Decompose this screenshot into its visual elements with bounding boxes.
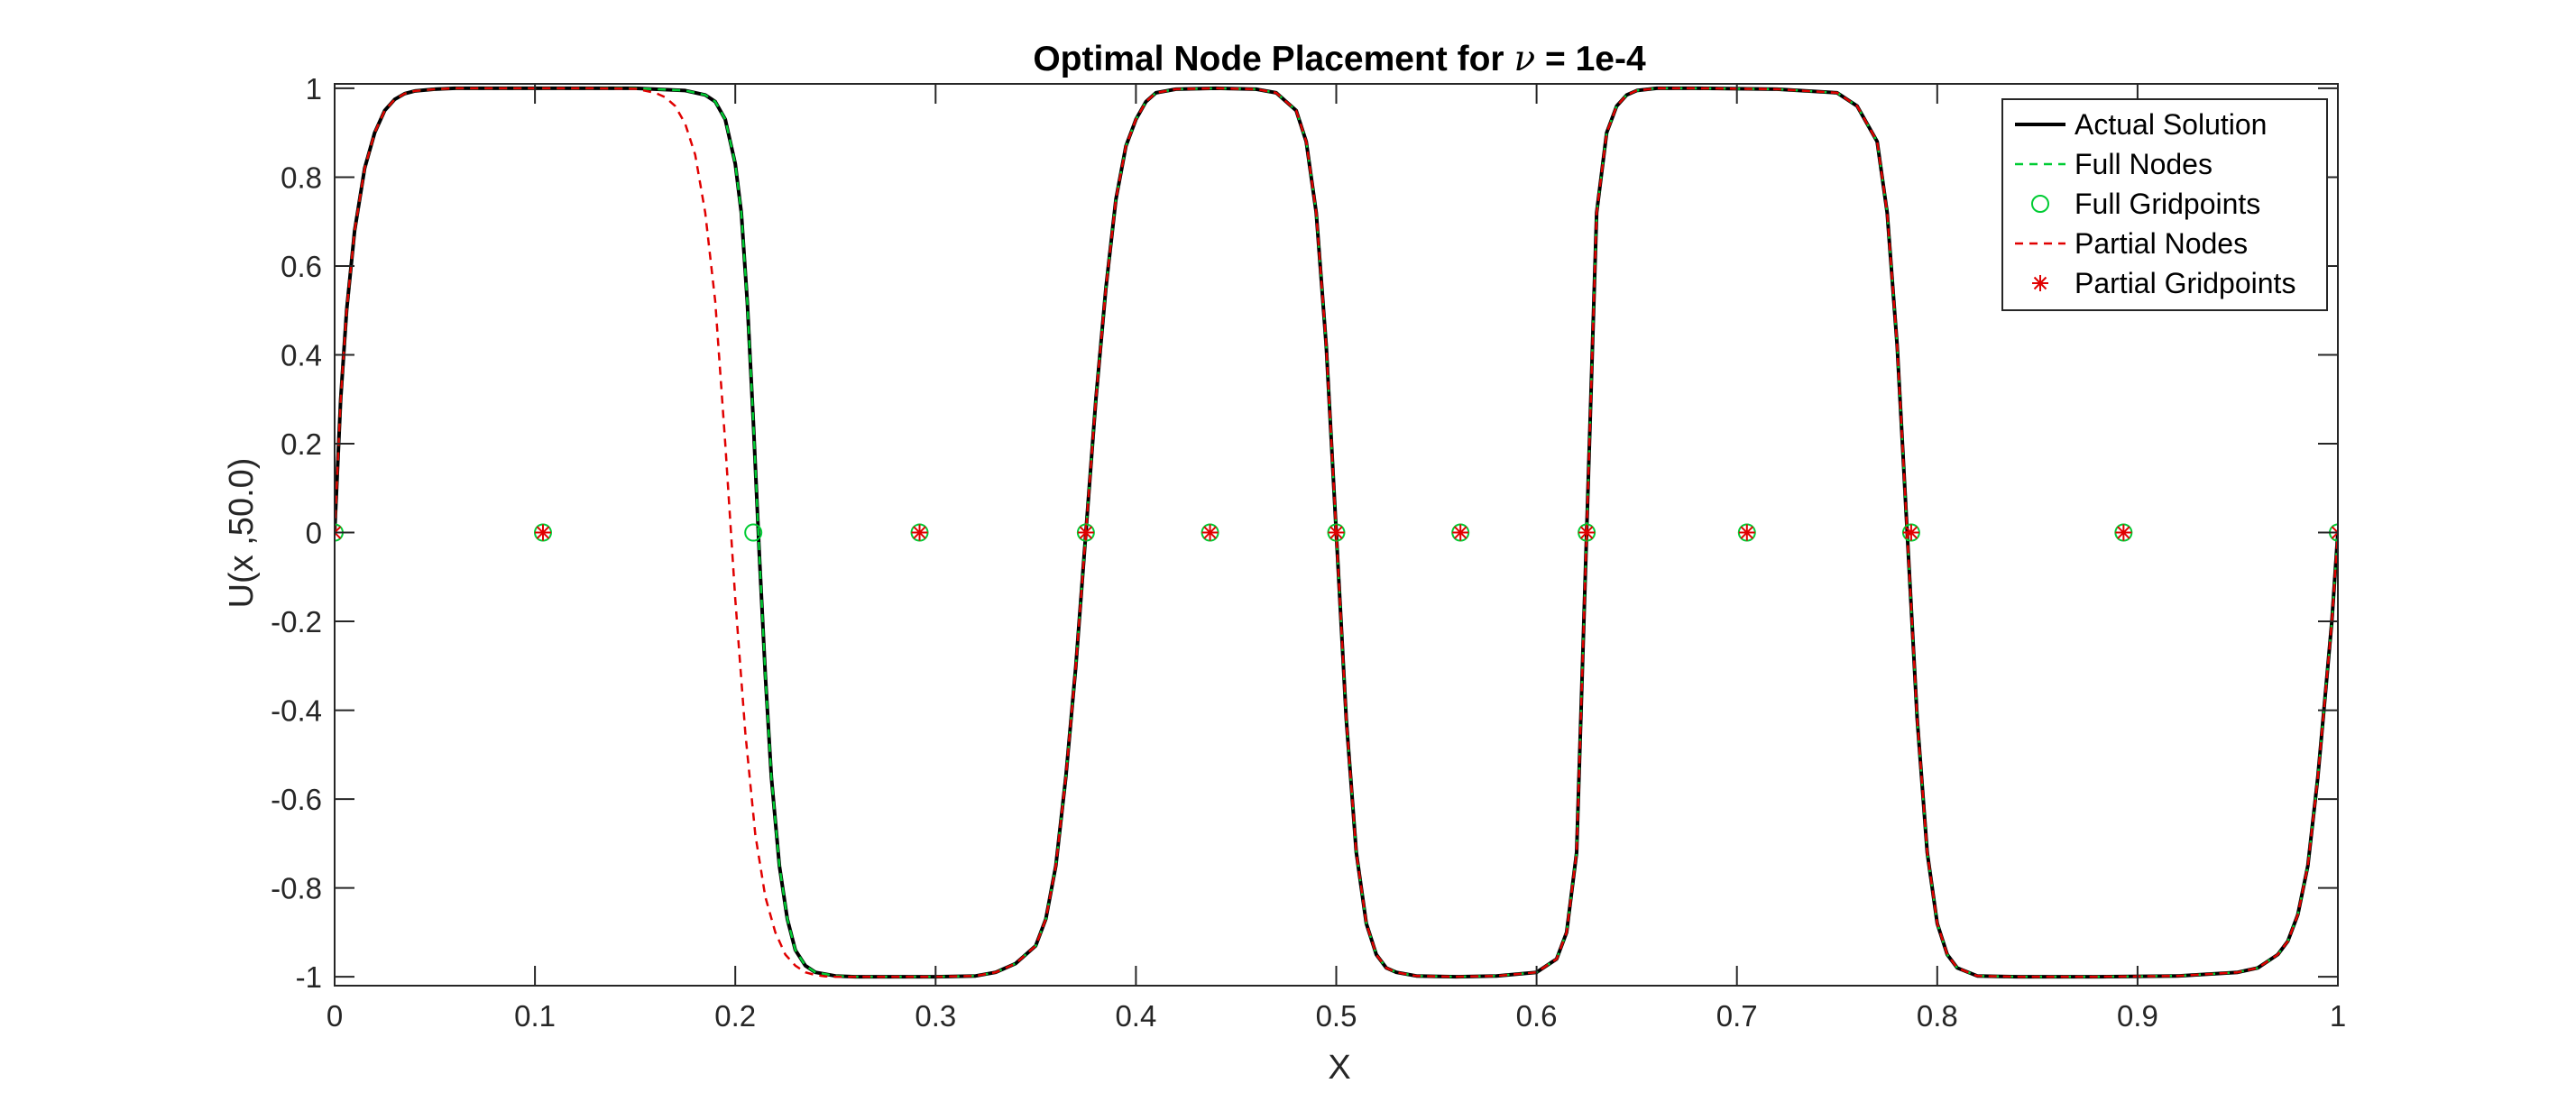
y-tick-label: -0.6 — [271, 783, 322, 816]
y-axis: -1 -0.8 -0.6 -0.4 -0.2 0 0.2 0.4 0.6 0.8 1 — [271, 72, 2338, 994]
legend-label: Full Nodes — [2075, 148, 2213, 180]
y-tick-label: 0.2 — [281, 427, 322, 461]
y-tick-label: -0.8 — [271, 872, 322, 905]
legend-item-partial-gridpoints: Partial Gridpoints — [2032, 267, 2295, 299]
partial-gridpoints-marker — [2115, 524, 2132, 541]
partial-gridpoints-marker — [1201, 524, 1219, 541]
partial-gridpoints-marker — [1902, 524, 1919, 541]
x-tick-label: 0.2 — [714, 999, 756, 1033]
partial-gridpoints-series — [335, 524, 2338, 541]
y-tick-label: -1 — [296, 960, 322, 994]
legend-label: Actual Solution — [2075, 108, 2267, 141]
legend-item-full-nodes: Full Nodes — [2015, 148, 2213, 180]
x-tick-label: 0.6 — [1516, 999, 1558, 1033]
legend-label: Full Gridpoints — [2075, 188, 2260, 220]
x-tick-label: 0.4 — [1115, 999, 1156, 1033]
y-tick-label: 1 — [306, 72, 322, 106]
legend-swatch-full-gridpoints — [2031, 195, 2049, 213]
partial-gridpoints-marker — [1738, 524, 1755, 541]
chart-title-symbol: ν — [1513, 39, 1535, 79]
x-tick-label: 1 — [2330, 999, 2346, 1033]
partial-gridpoints-marker — [1077, 524, 1094, 541]
legend-item-actual-solution: Actual Solution — [2015, 108, 2267, 141]
legend-item-full-gridpoints: Full Gridpoints — [2031, 188, 2260, 220]
x-tick-label: 0.7 — [1716, 999, 1758, 1033]
y-tick-label: 0.6 — [281, 250, 322, 283]
partial-gridpoints-marker — [1328, 524, 1345, 541]
y-tick-label: 0.4 — [281, 338, 322, 372]
legend: Actual Solution Full Nodes Full Gridpoints… — [2001, 98, 2328, 311]
partial-gridpoints-marker — [911, 524, 928, 541]
partial-gridpoints-marker — [534, 524, 551, 541]
y-axis-label: U(x ,50.0) — [223, 458, 261, 609]
chart-title-suffix: = 1e-4 — [1535, 40, 1646, 78]
y-tick-label: 0 — [306, 517, 322, 550]
legend-label: Partial Nodes — [2075, 227, 2248, 260]
legend-swatch-partial-gridpoints — [2032, 275, 2048, 291]
partial-gridpoints-marker — [1578, 524, 1596, 541]
y-tick-label: -0.2 — [271, 605, 322, 638]
plot-content — [335, 86, 2338, 979]
chart-title: Optimal Node Placement for ν = 1e-4 — [1033, 39, 1646, 79]
y-tick-label: 0.8 — [281, 161, 322, 194]
x-tick-label: 0.3 — [915, 999, 956, 1033]
x-tick-label: 0.9 — [2117, 999, 2158, 1033]
legend-item-partial-nodes: Partial Nodes — [2015, 227, 2248, 260]
x-tick-label: 0.1 — [514, 999, 556, 1033]
full-gridpoints-marker — [744, 523, 763, 542]
legend-label: Partial Gridpoints — [2075, 267, 2295, 299]
x-axis: 0 0.1 0.2 0.3 0.4 0.5 0.6 0.7 0.8 0.9 1 — [327, 84, 2346, 1033]
partial-gridpoints-marker — [1452, 524, 1469, 541]
x-axis-label: X — [1328, 1049, 1350, 1087]
chart-title-prefix: Optimal Node Placement for — [1033, 40, 1513, 78]
x-tick-label: 0.5 — [1316, 999, 1357, 1033]
x-tick-label: 0 — [327, 999, 343, 1033]
legend-box — [2001, 98, 2328, 311]
x-tick-label: 0.8 — [1917, 999, 1958, 1033]
y-tick-label: -0.4 — [271, 694, 322, 728]
